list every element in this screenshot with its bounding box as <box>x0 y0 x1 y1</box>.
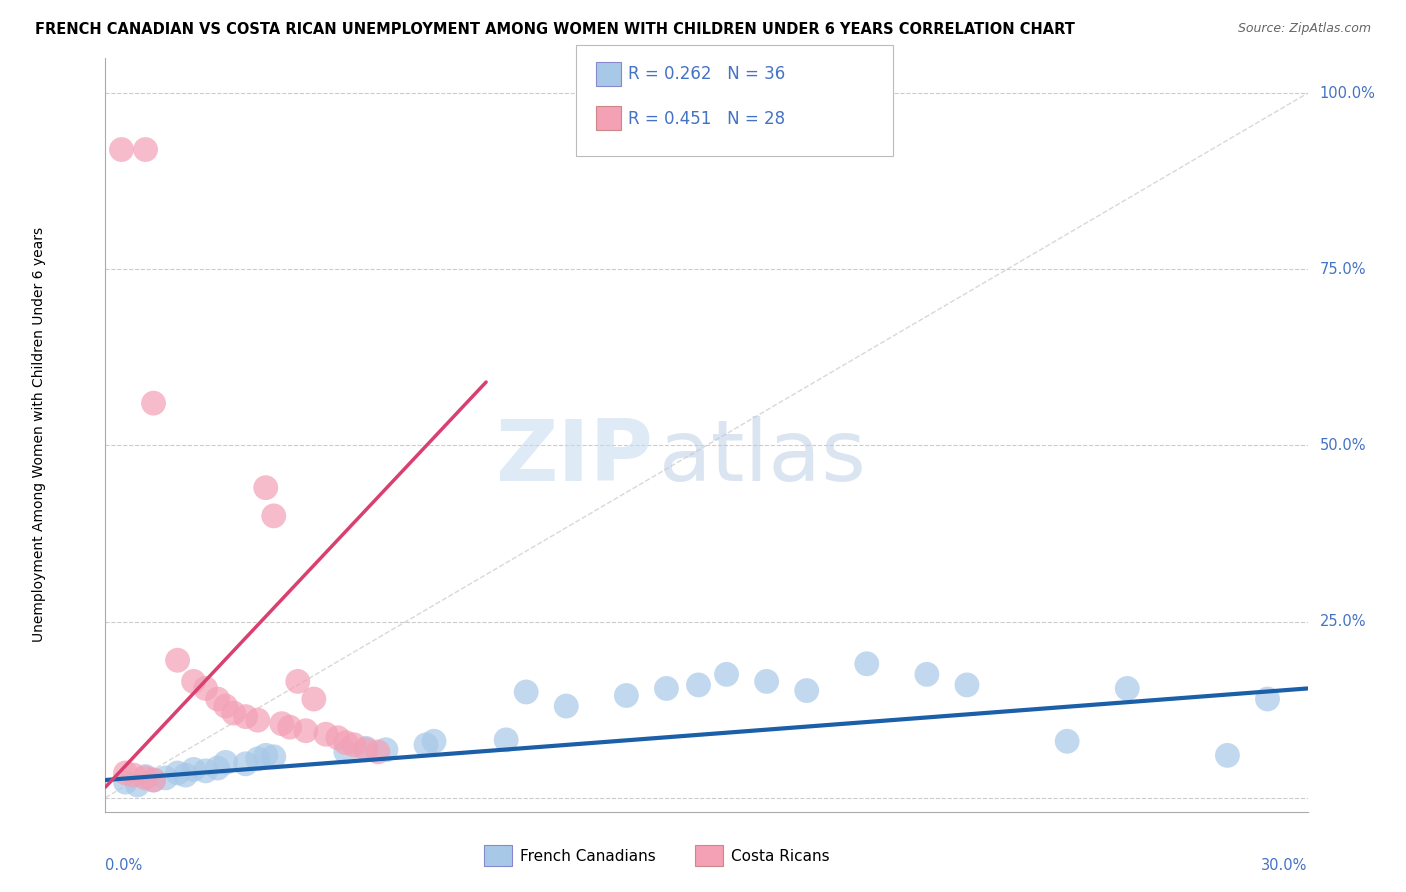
Point <box>315 727 337 741</box>
Point <box>183 674 205 689</box>
Text: 100.0%: 100.0% <box>1320 86 1375 101</box>
Point <box>915 667 938 681</box>
Text: ZIP: ZIP <box>495 416 652 499</box>
Point <box>142 396 165 410</box>
Point <box>956 678 979 692</box>
Text: R = 0.262   N = 36: R = 0.262 N = 36 <box>628 65 786 83</box>
Point <box>688 678 710 692</box>
Point <box>142 772 165 787</box>
Point <box>142 772 165 787</box>
Point <box>796 683 818 698</box>
Text: R = 0.451   N = 28: R = 0.451 N = 28 <box>628 110 786 128</box>
Point <box>263 749 285 764</box>
Point <box>155 771 177 785</box>
Text: Unemployment Among Women with Children Under 6 years: Unemployment Among Women with Children U… <box>32 227 46 642</box>
Point <box>207 761 229 775</box>
Point <box>194 681 217 696</box>
Point <box>287 674 309 689</box>
Point <box>335 745 357 759</box>
Point <box>335 736 357 750</box>
Text: 30.0%: 30.0% <box>1261 857 1308 872</box>
Text: Costa Ricans: Costa Ricans <box>731 849 830 863</box>
Point <box>214 756 236 770</box>
Point <box>302 692 325 706</box>
Text: French Canadians: French Canadians <box>520 849 657 863</box>
Point <box>354 741 377 756</box>
Point <box>183 763 205 777</box>
Point <box>135 143 157 157</box>
Point <box>367 745 389 759</box>
Point <box>235 756 257 771</box>
Point <box>214 699 236 714</box>
Point <box>270 716 292 731</box>
Point <box>246 752 269 766</box>
Point <box>343 738 366 752</box>
Point <box>114 766 136 780</box>
Text: FRENCH CANADIAN VS COSTA RICAN UNEMPLOYMENT AMONG WOMEN WITH CHILDREN UNDER 6 YE: FRENCH CANADIAN VS COSTA RICAN UNEMPLOYM… <box>35 22 1076 37</box>
Point <box>495 732 517 747</box>
Point <box>122 768 145 782</box>
Point <box>246 713 269 727</box>
Point <box>207 692 229 706</box>
Point <box>374 743 398 757</box>
Point <box>1257 692 1279 706</box>
Text: Source: ZipAtlas.com: Source: ZipAtlas.com <box>1237 22 1371 36</box>
Point <box>1116 681 1139 696</box>
Point <box>174 768 197 782</box>
Point <box>415 738 437 752</box>
Point <box>166 766 188 780</box>
Point <box>110 143 132 157</box>
Point <box>278 720 301 734</box>
Point <box>326 731 349 745</box>
Point <box>423 734 446 748</box>
Point <box>616 689 638 703</box>
Text: atlas: atlas <box>658 416 866 499</box>
Point <box>1056 734 1078 748</box>
Point <box>755 674 778 689</box>
Point <box>855 657 877 671</box>
Point <box>166 653 188 667</box>
Point <box>354 743 377 757</box>
Text: 75.0%: 75.0% <box>1320 262 1367 277</box>
Point <box>716 667 738 681</box>
Text: 25.0%: 25.0% <box>1320 614 1367 629</box>
Point <box>515 685 537 699</box>
Point <box>1216 748 1239 763</box>
Point <box>295 723 318 738</box>
Point <box>254 481 277 495</box>
Point <box>655 681 678 696</box>
Point <box>254 748 277 763</box>
Point <box>194 764 217 778</box>
Point <box>135 770 157 784</box>
Text: 50.0%: 50.0% <box>1320 438 1367 453</box>
Point <box>555 699 578 714</box>
Point <box>127 778 149 792</box>
Point <box>222 706 245 720</box>
Text: 0.0%: 0.0% <box>105 857 142 872</box>
Point <box>114 775 136 789</box>
Point <box>235 709 257 723</box>
Point <box>135 771 157 785</box>
Point <box>263 508 285 523</box>
